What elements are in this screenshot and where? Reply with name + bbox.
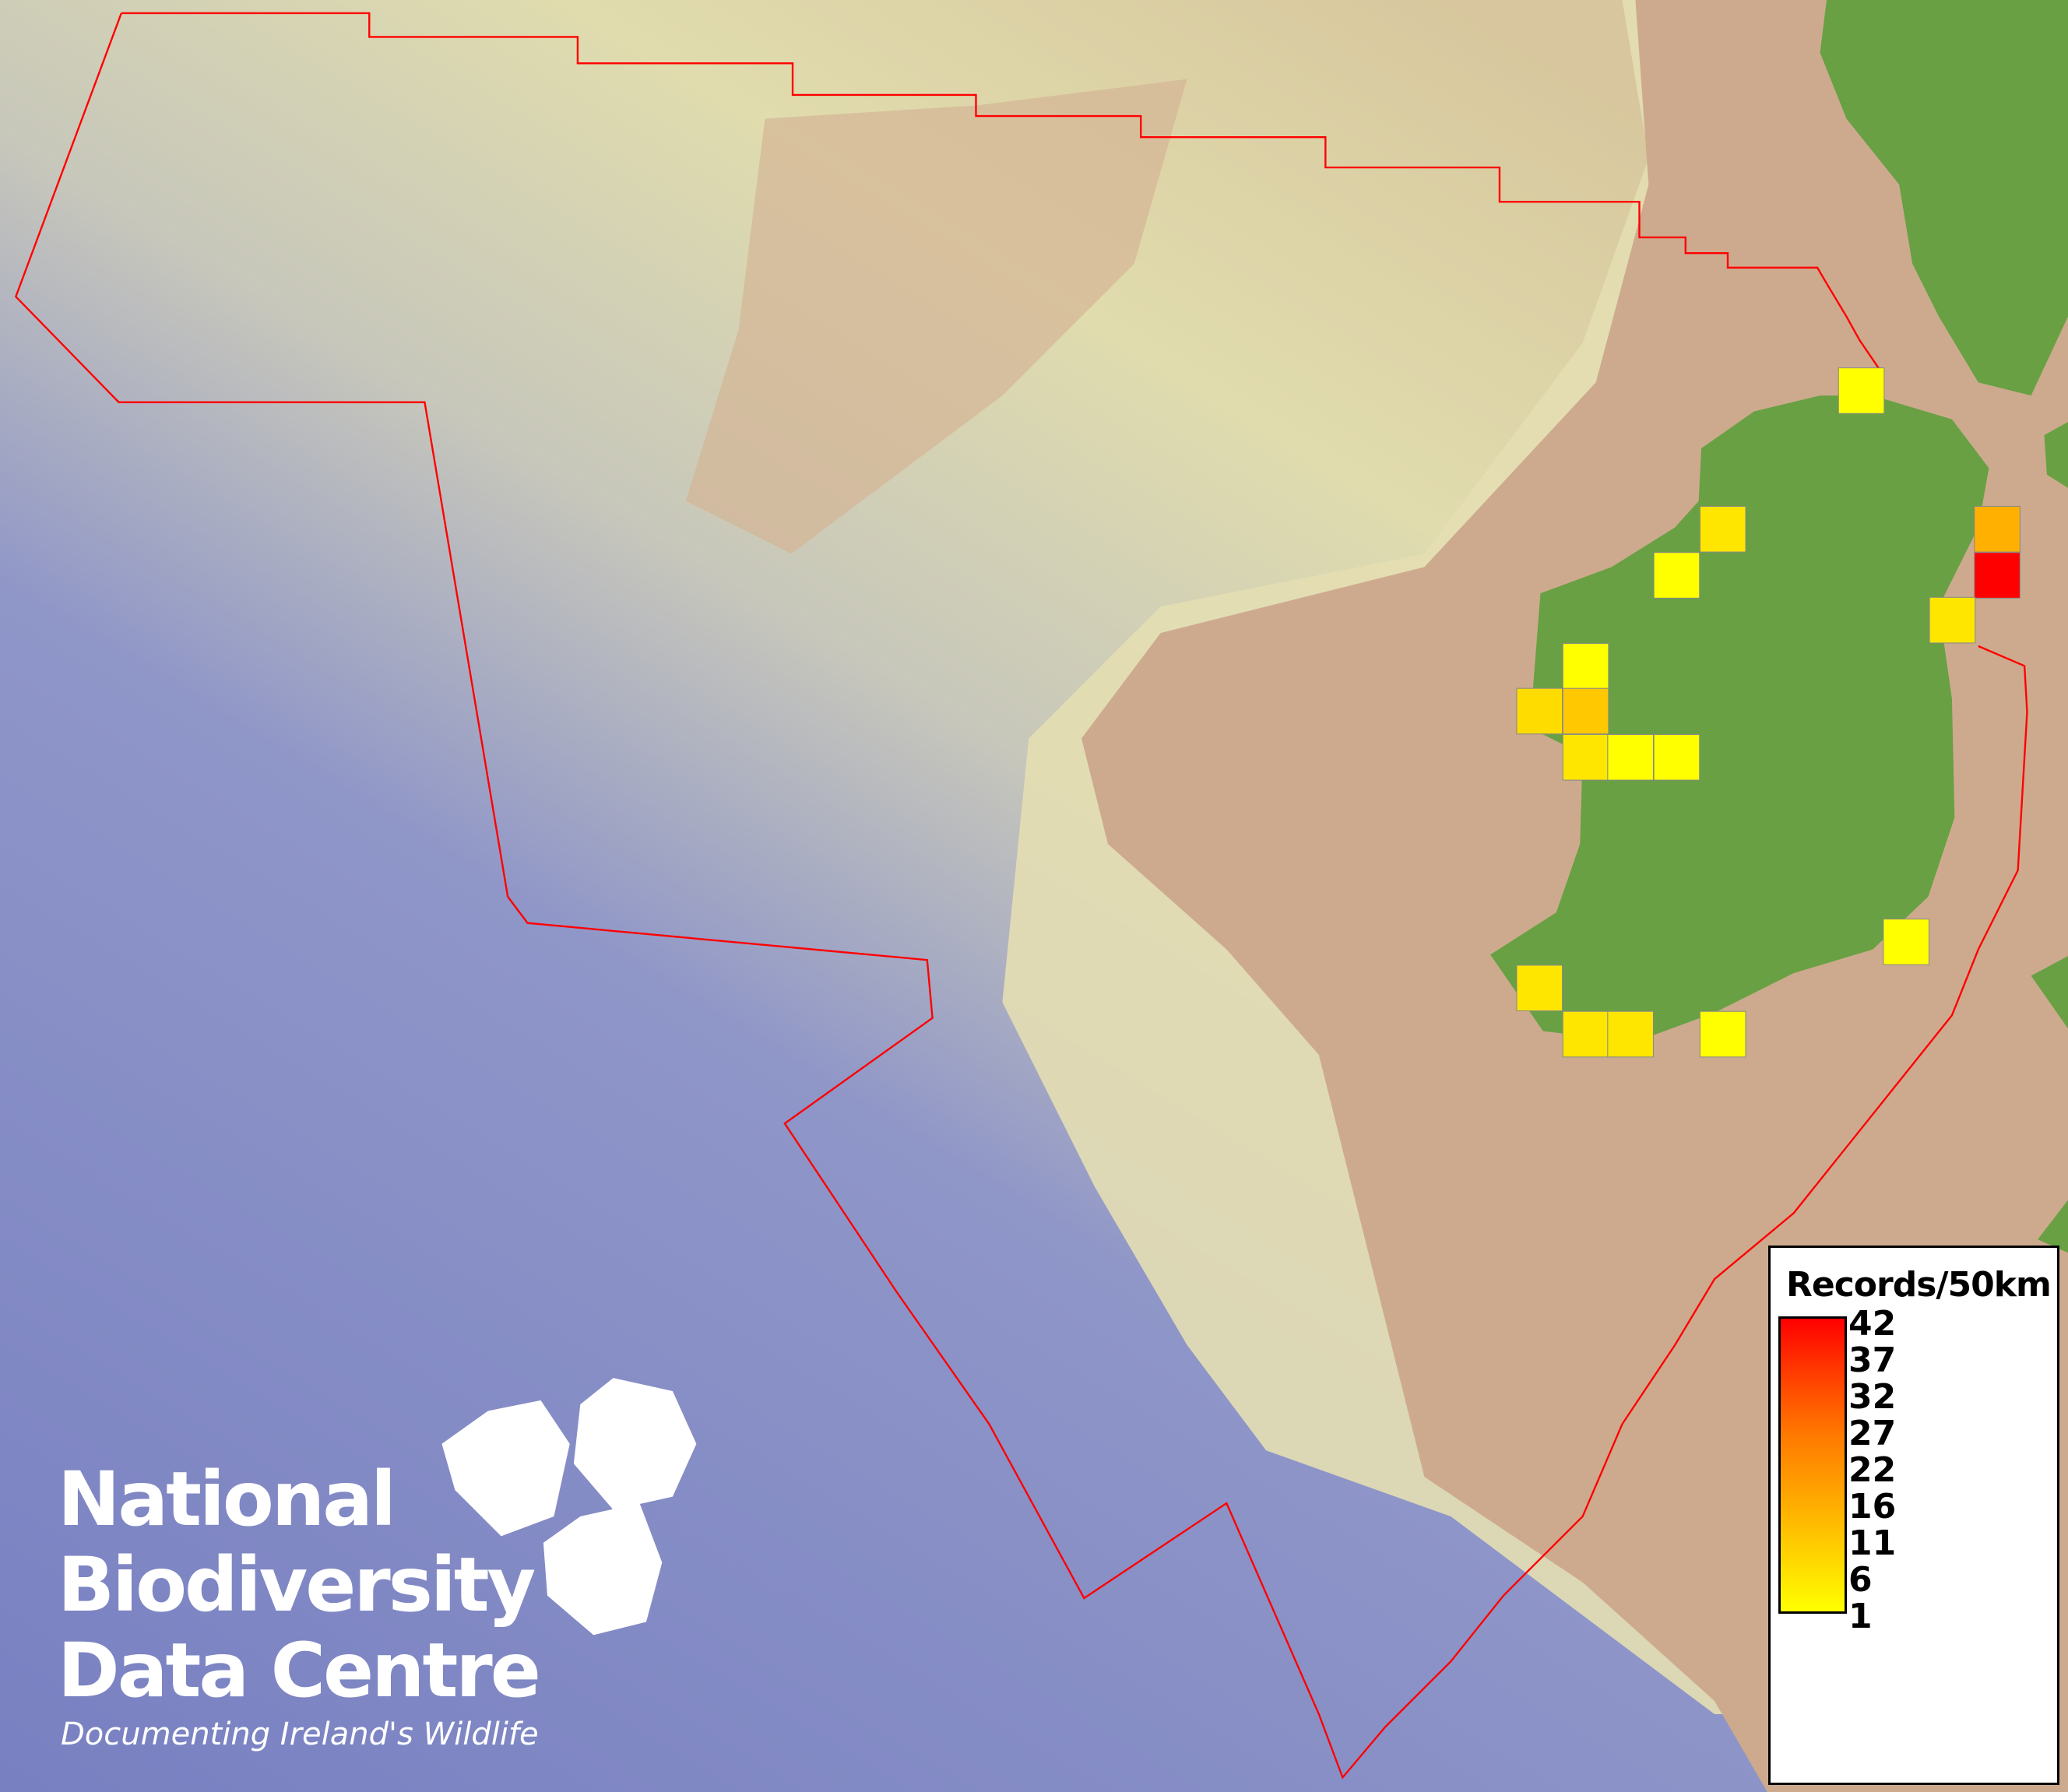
logo-line-2: Biodiversity bbox=[58, 1541, 536, 1629]
grid-cell bbox=[1929, 596, 1976, 644]
butterfly-icon bbox=[573, 1378, 697, 1510]
grid-cell bbox=[1562, 643, 1609, 690]
records-grid bbox=[1516, 367, 2021, 1058]
grid-cell bbox=[1699, 505, 1746, 553]
legend-tick: 22 bbox=[1848, 1450, 1897, 1490]
seahorse-icon bbox=[543, 1503, 663, 1636]
grid-cell bbox=[1562, 1010, 1609, 1058]
grid-cell bbox=[1838, 367, 1885, 414]
legend-tick: 6 bbox=[1848, 1560, 1873, 1600]
boundary-line-south bbox=[14, 12, 2028, 1780]
legend-color-bar bbox=[1778, 1316, 1847, 1614]
grid-cell bbox=[1974, 505, 2021, 553]
grid-cell bbox=[1562, 687, 1609, 735]
grid-cell bbox=[1607, 1010, 1654, 1058]
legend-tick: 1 bbox=[1848, 1597, 1873, 1636]
ireland-land bbox=[1490, 395, 1989, 1042]
porcupine-bank bbox=[685, 79, 1187, 554]
logo-tagline: Documenting Ireland's Wildlife bbox=[61, 1716, 539, 1752]
grid-cell bbox=[1974, 552, 2021, 599]
legend-tick: 27 bbox=[1848, 1414, 1897, 1453]
scotland-land bbox=[1820, 0, 2068, 396]
grid-cell bbox=[1653, 733, 1700, 781]
grid-cell bbox=[1883, 919, 1929, 965]
grid-cell bbox=[1562, 733, 1609, 781]
legend-tick: 11 bbox=[1848, 1523, 1897, 1563]
grid-cell bbox=[1516, 687, 1563, 735]
grid-cell bbox=[1516, 965, 1563, 1012]
legend-tick: 37 bbox=[1848, 1340, 1897, 1380]
grid-cell bbox=[1699, 1010, 1746, 1058]
tree-icon bbox=[441, 1400, 570, 1537]
legend-tick: 42 bbox=[1848, 1304, 1897, 1344]
logo-line-3: Data Centre bbox=[58, 1627, 541, 1714]
legend-title: Records/50km bbox=[1786, 1265, 2052, 1305]
legend: Records/50km 42 37 32 27 22 16 11 6 1 bbox=[1768, 1246, 2059, 1785]
grid-cell bbox=[1607, 733, 1654, 781]
grid-cell bbox=[1653, 552, 1700, 599]
logo-line-1: National bbox=[58, 1456, 396, 1543]
legend-tick: 32 bbox=[1848, 1377, 1897, 1417]
legend-tick: 16 bbox=[1848, 1487, 1897, 1527]
boundary-line bbox=[121, 12, 1880, 370]
logo-hexagons bbox=[441, 1378, 697, 1636]
